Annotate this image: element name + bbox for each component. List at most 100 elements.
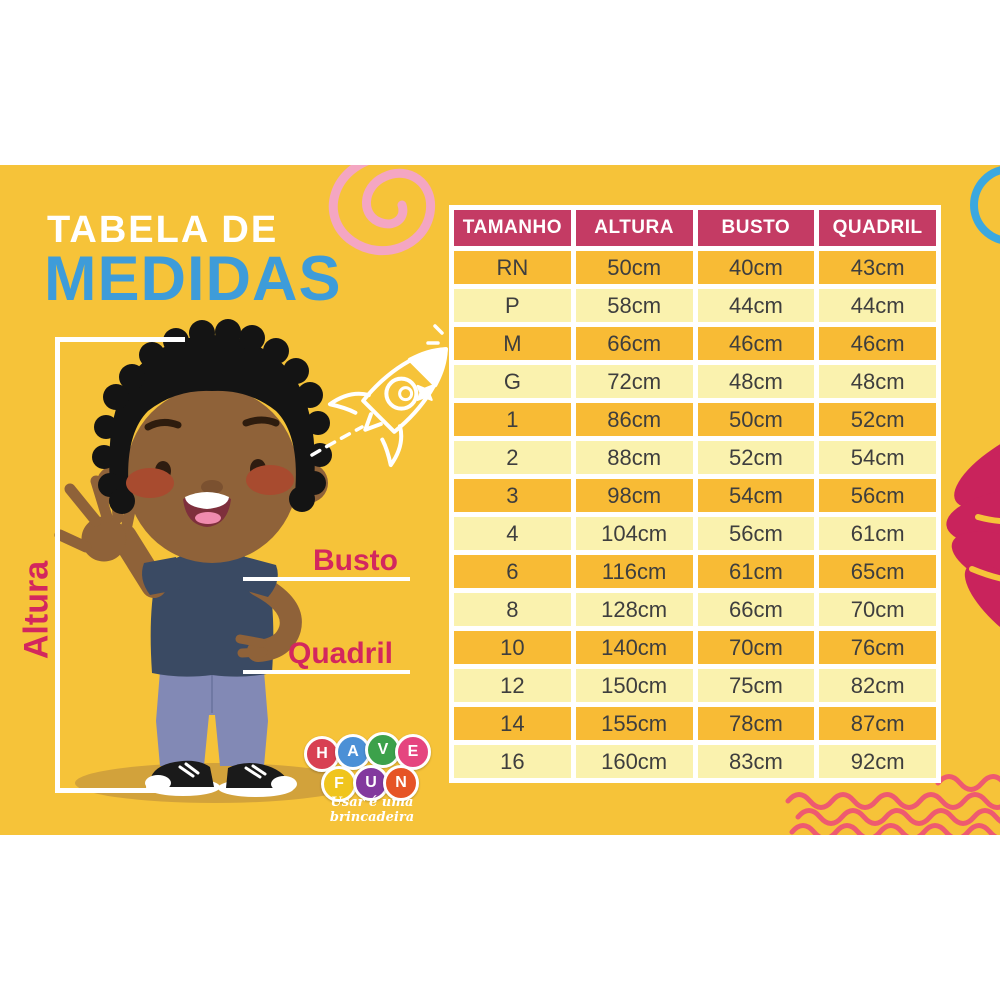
table-cell: 46cm (819, 327, 936, 360)
table-cell: 4 (454, 517, 571, 550)
logo-tagline: Usar é uma brincadeira (329, 795, 415, 825)
table-cell: 43cm (819, 251, 936, 284)
table-cell: 140cm (575, 631, 693, 664)
table-cell: 70cm (819, 593, 936, 626)
table-cell: 3 (454, 479, 571, 512)
table-row: 16 160cm 83cm 92cm (454, 745, 936, 778)
boy-face (126, 387, 298, 563)
table-cell: 50cm (697, 403, 815, 436)
table-cell: 88cm (575, 441, 693, 474)
table-cell: M (454, 327, 571, 360)
column-header: ALTURA (575, 210, 693, 246)
boy-mouth (183, 492, 231, 527)
table-cell: 98cm (575, 479, 693, 512)
height-bracket (55, 337, 60, 793)
table-cell: 6 (454, 555, 571, 588)
boy-illustration (54, 319, 332, 797)
table-cell: 87cm (819, 707, 936, 740)
table-cell: 44cm (819, 289, 936, 322)
table-cell: 70cm (697, 631, 815, 664)
table-row: P 58cm 44cm 44cm (454, 289, 936, 322)
table-cell: P (454, 289, 571, 322)
table-cell: 52cm (819, 403, 936, 436)
size-table-head: TAMANHO ALTURA BUSTO QUADRIL (454, 210, 936, 246)
flower-doodle (946, 422, 1000, 651)
bust-pointer-line (243, 577, 410, 581)
table-cell: 150cm (575, 669, 693, 702)
hip-label: Quadril (288, 637, 394, 670)
table-cell: 104cm (575, 517, 693, 550)
height-label: Altura (17, 560, 56, 660)
table-cell: 40cm (697, 251, 815, 284)
table-cell: 54cm (819, 441, 936, 474)
table-cell: 155cm (575, 707, 693, 740)
blue-circle-doodle (970, 166, 1000, 244)
table-cell: 10 (454, 631, 571, 664)
boy-left-arm (111, 524, 167, 598)
table-cell: 61cm (697, 555, 815, 588)
size-table: TAMANHO ALTURA BUSTO QUADRIL RN 50cm 40cm 43cm… (449, 205, 941, 783)
table-cell: 78cm (697, 707, 815, 740)
table-cell: 75cm (697, 669, 815, 702)
table-cell: 66cm (575, 327, 693, 360)
table-row: M 66cm 46cm 46cm (454, 327, 936, 360)
table-cell: 76cm (819, 631, 936, 664)
table-cell: 56cm (819, 479, 936, 512)
table-row: 1 86cm 50cm 52cm (454, 403, 936, 436)
table-cell: 61cm (819, 517, 936, 550)
table-cell: 82cm (819, 669, 936, 702)
table-cell: 50cm (575, 251, 693, 284)
table-row: 3 98cm 54cm 56cm (454, 479, 936, 512)
spiral-doodle (328, 165, 436, 255)
table-cell: G (454, 365, 571, 398)
table-row: 4 104cm 56cm 61cm (454, 517, 936, 550)
column-header: BUSTO (697, 210, 815, 246)
table-cell: 52cm (697, 441, 815, 474)
boy-cheek-left (126, 468, 174, 498)
boy-sneaker-right (218, 762, 297, 797)
table-cell: RN (454, 251, 571, 284)
table-cell: 58cm (575, 289, 693, 322)
poster-canvas: TABELA DE MEDIDAS Altura Busto Quadril T… (0, 165, 1000, 835)
table-cell: 66cm (697, 593, 815, 626)
boy-eyebrows (144, 416, 280, 431)
height-bracket-bottom (55, 788, 205, 793)
table-cell: 12 (454, 669, 571, 702)
column-header: TAMANHO (454, 210, 571, 246)
table-cell: 14 (454, 707, 571, 740)
size-table-body: RN 50cm 40cm 43cm P 58cm 44cm 44cm M 66cm 46cm 46cm… (454, 251, 936, 778)
table-cell: 83cm (697, 745, 815, 778)
boy-hand (54, 473, 140, 562)
table-row: 10 140cm 70cm 76cm (454, 631, 936, 664)
logo-letter-circle: N (383, 765, 419, 801)
table-row: 8 128cm 66cm 70cm (454, 593, 936, 626)
bust-label: Busto (313, 544, 398, 577)
hip-pointer-line (243, 670, 410, 674)
logo-letter-circle: E (395, 734, 431, 770)
waves-doodle (785, 774, 1000, 835)
boy-shirt (150, 550, 274, 677)
table-cell: 72cm (575, 365, 693, 398)
column-header: QUADRIL (819, 210, 936, 246)
table-cell: 56cm (697, 517, 815, 550)
table-row: 14 155cm 78cm 87cm (454, 707, 936, 740)
table-row: 12 150cm 75cm 82cm (454, 669, 936, 702)
table-cell: 92cm (819, 745, 936, 778)
table-cell: 44cm (697, 289, 815, 322)
table-cell: 65cm (819, 555, 936, 588)
boy-eye-right (250, 459, 266, 479)
table-cell: 116cm (575, 555, 693, 588)
boy-eye-left (155, 461, 171, 481)
boy-cheek-right (246, 465, 294, 495)
table-cell: 16 (454, 745, 571, 778)
table-cell: 128cm (575, 593, 693, 626)
table-cell: 48cm (819, 365, 936, 398)
table-row: 2 88cm 52cm 54cm (454, 441, 936, 474)
table-cell: 46cm (697, 327, 815, 360)
table-row: 6 116cm 61cm 65cm (454, 555, 936, 588)
table-row: G 72cm 48cm 48cm (454, 365, 936, 398)
table-cell: 1 (454, 403, 571, 436)
table-cell: 160cm (575, 745, 693, 778)
height-bracket-top (55, 337, 185, 342)
